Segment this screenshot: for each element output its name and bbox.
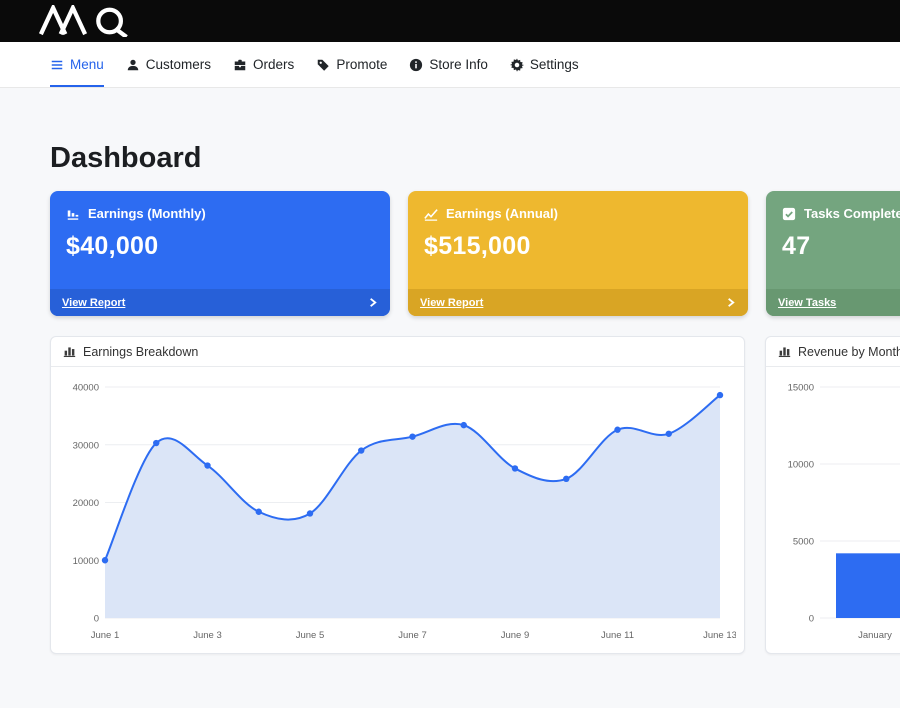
nav-item-label: Orders xyxy=(253,57,295,72)
stat-card-footer: View Report xyxy=(50,289,390,316)
tag-icon xyxy=(318,59,329,71)
nav-item-label: Customers xyxy=(145,57,212,72)
nav-item-settings[interactable]: Settings xyxy=(509,42,579,87)
panel-title: Revenue by Month xyxy=(798,344,900,359)
nav-item-orders[interactable]: Orders xyxy=(233,42,294,87)
stat-card-footer: View Tasks xyxy=(766,289,900,316)
view-tasks-link[interactable]: View Tasks xyxy=(778,296,837,309)
svg-text:15000: 15000 xyxy=(788,383,814,394)
main-content: Dashboard Earnings (Monthly) $40,000 Vie… xyxy=(0,88,900,708)
stat-card-value: 47 xyxy=(782,232,811,260)
stat-card-earnings-monthly: Earnings (Monthly) $40,000 View Report xyxy=(50,191,390,316)
svg-text:June 7: June 7 xyxy=(398,630,427,641)
briefcase-icon xyxy=(234,59,246,70)
gear-icon xyxy=(509,57,524,72)
svg-text:0: 0 xyxy=(809,614,814,625)
bar-chart-icon xyxy=(63,347,76,358)
svg-text:June 9: June 9 xyxy=(501,630,530,641)
stat-card-title: Tasks Completed xyxy=(804,206,900,221)
chevron-right-icon[interactable] xyxy=(367,297,378,308)
svg-text:10000: 10000 xyxy=(73,556,99,567)
svg-text:0: 0 xyxy=(94,614,99,625)
stat-card-earnings-annual: Earnings (Annual) $515,000 View Report xyxy=(408,191,748,316)
chart-panels-row: Earnings Breakdown 0 10000 20000 30000 40000… xyxy=(50,336,900,654)
nav-item-label: Menu xyxy=(70,57,104,72)
stat-card-value: $515,000 xyxy=(424,232,531,260)
svg-text:June 13: June 13 xyxy=(703,630,736,641)
panel-header: Earnings Breakdown xyxy=(51,337,744,367)
nav-item-label: Promote xyxy=(336,57,388,72)
svg-text:June 11: June 11 xyxy=(601,630,634,641)
nav-item-customers[interactable]: Customers xyxy=(126,42,211,87)
line-chart-icon xyxy=(424,208,438,221)
stat-card-title: Earnings (Monthly) xyxy=(88,206,206,221)
person-icon xyxy=(127,59,139,70)
revenue-by-month-chart: 0 5000 10000 15000 January xyxy=(774,375,900,646)
brand-logo-icon xyxy=(38,5,128,37)
svg-text:40000: 40000 xyxy=(73,383,99,394)
chevron-right-icon[interactable] xyxy=(725,297,736,308)
revenue-by-month-panel: Revenue by Month 0 5000 10000 15000 January xyxy=(765,336,900,654)
stat-card-footer: View Report xyxy=(408,289,748,316)
bar-chart-icon xyxy=(778,347,791,358)
page-title: Dashboard xyxy=(50,142,202,174)
info-icon xyxy=(410,58,423,71)
svg-text:30000: 30000 xyxy=(73,440,99,451)
hamburger-icon xyxy=(51,60,63,69)
earnings-breakdown-panel: Earnings Breakdown 0 10000 20000 30000 40000… xyxy=(50,336,745,654)
nav-item-label: Store Info xyxy=(429,57,488,72)
brand-logo[interactable] xyxy=(38,5,136,37)
svg-text:5000: 5000 xyxy=(793,537,814,548)
check-square-icon xyxy=(782,207,796,220)
bar-chart-icon xyxy=(67,210,79,220)
nav-item-store-info[interactable]: Store Info xyxy=(409,42,488,87)
svg-text:20000: 20000 xyxy=(73,498,99,509)
stat-card-title: Earnings (Annual) xyxy=(446,206,558,221)
panel-header: Revenue by Month xyxy=(766,337,900,367)
nav-item-promote[interactable]: Promote xyxy=(316,42,387,87)
main-nav: Menu Customers Orders Promote Store Info… xyxy=(0,42,900,88)
svg-text:January: January xyxy=(858,630,892,641)
svg-text:June 5: June 5 xyxy=(296,630,325,641)
stat-card-tasks-completed: Tasks Completed 47 View Tasks xyxy=(766,191,900,316)
stat-cards-row: Earnings (Monthly) $40,000 View Report E… xyxy=(50,191,900,316)
panel-title: Earnings Breakdown xyxy=(83,344,199,359)
topbar xyxy=(0,0,900,42)
view-report-link[interactable]: View Report xyxy=(62,296,126,309)
svg-text:June 1: June 1 xyxy=(91,630,120,641)
earnings-breakdown-chart: 0 10000 20000 30000 40000 June 1 June 3 June 5 J… xyxy=(59,375,737,646)
view-report-link[interactable]: View Report xyxy=(420,296,484,309)
svg-text:June 3: June 3 xyxy=(193,630,222,641)
svg-text:10000: 10000 xyxy=(788,460,814,471)
nav-item-menu[interactable]: Menu xyxy=(50,42,104,87)
nav-item-label: Settings xyxy=(529,57,579,72)
stat-card-value: $40,000 xyxy=(66,232,159,260)
